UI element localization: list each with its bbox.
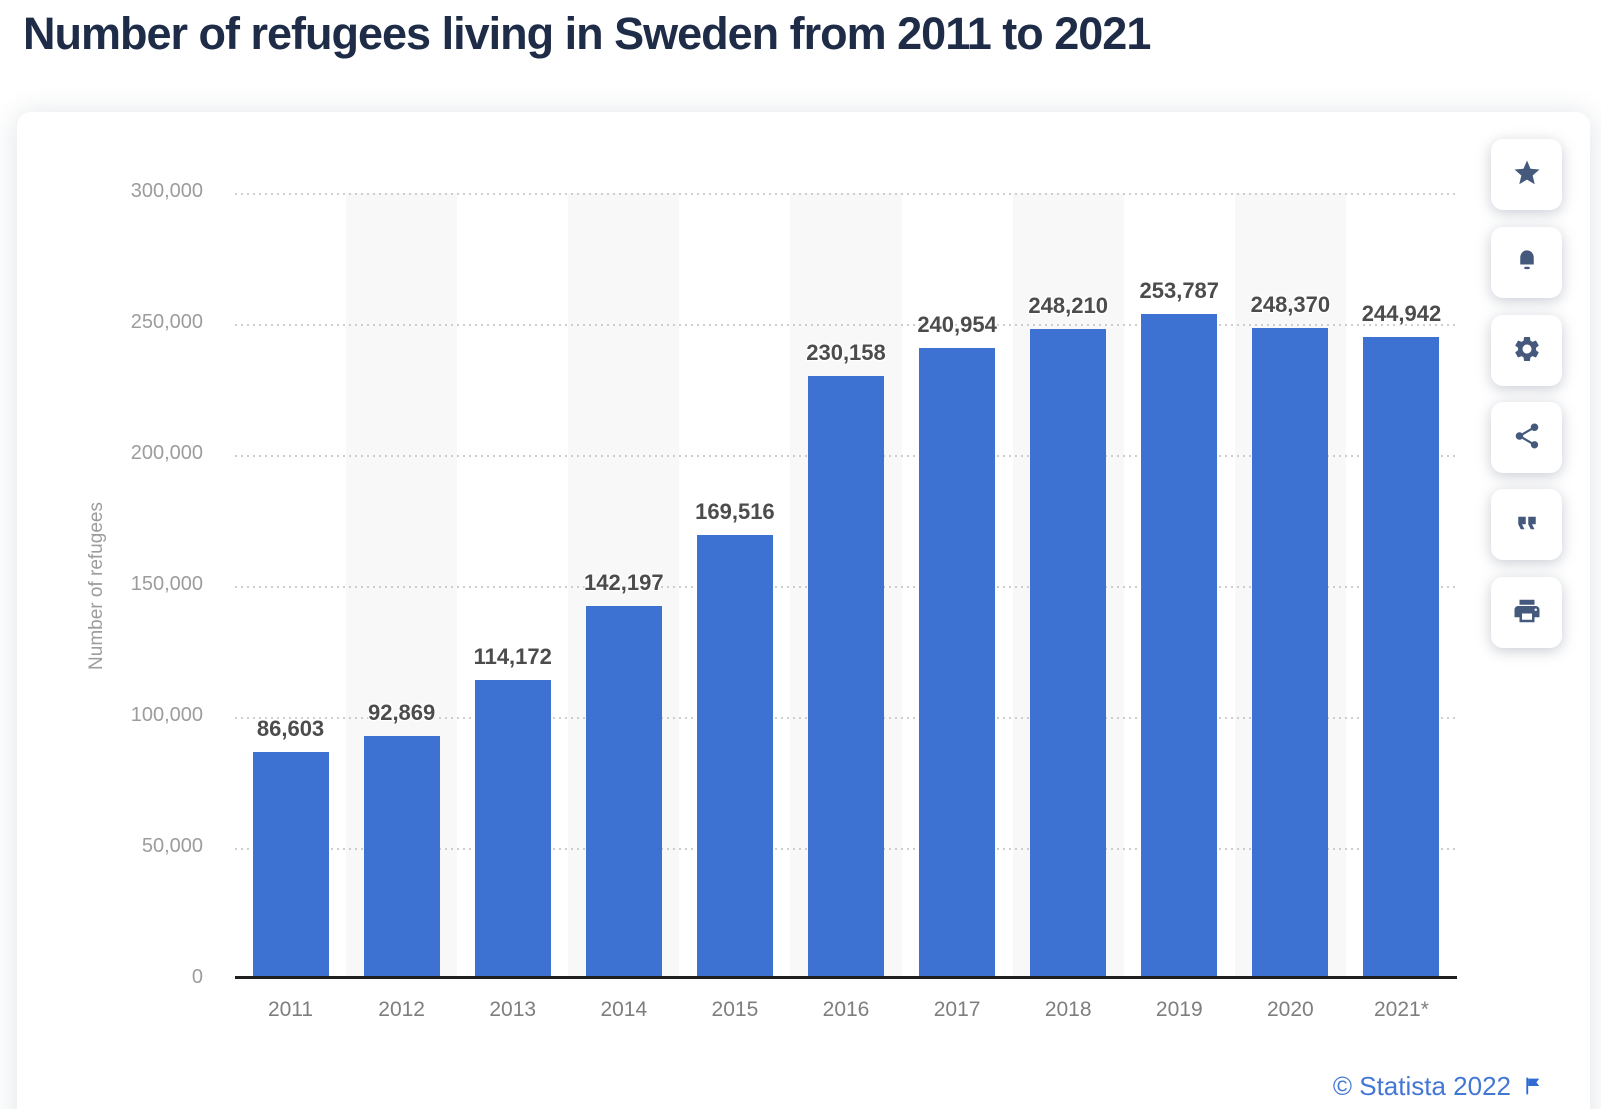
y-tick-label: 50,000 — [141, 835, 203, 857]
bar-2016[interactable] — [808, 376, 884, 979]
bar-2018[interactable] — [1030, 328, 1107, 979]
bar-value-label: 86,603 — [256, 716, 325, 742]
bar-value-label: 114,172 — [473, 643, 552, 669]
bar-2013[interactable] — [474, 679, 551, 979]
y-tick-label: 0 — [191, 966, 203, 988]
bar-2011[interactable] — [252, 752, 329, 979]
x-tick-label: 2014 — [600, 998, 648, 1021]
bar-2012[interactable] — [363, 735, 440, 979]
y-tick-label: 200,000 — [130, 442, 203, 464]
bar-value-label: 142,197 — [584, 570, 664, 596]
bar-value-label: 248,210 — [1028, 292, 1108, 318]
x-tick-label: 2021* — [1374, 998, 1429, 1021]
chart-card: Number of refugees 300,000 250,000 200,000… — [17, 112, 1590, 1109]
plot-area: 86,603 92,869 114,172 142,197 169,516 230,158… — [235, 193, 1457, 979]
y-tick-label: 250,000 — [130, 311, 203, 333]
bar-value-label: 248,370 — [1250, 292, 1331, 318]
y-tick-label: 150,000 — [130, 573, 203, 595]
x-tick-label: 2016 — [822, 998, 870, 1021]
bar-2014[interactable] — [585, 606, 662, 979]
attribution: © Statista 2022 — [1333, 1068, 1543, 1104]
y-tick-label: 300,000 — [130, 180, 203, 202]
bar-2021*[interactable] — [1363, 337, 1440, 979]
x-tick-label: 2015 — [711, 998, 759, 1021]
bar-value-label: 244,942 — [1361, 301, 1442, 327]
gear-icon — [1512, 334, 1542, 367]
bar-value-label: 240,954 — [917, 311, 997, 337]
bar-2017[interactable] — [919, 347, 996, 979]
x-tick-label: 2020 — [1267, 998, 1314, 1021]
y-tick-label: 100,000 — [130, 704, 203, 726]
quote-icon — [1512, 508, 1542, 541]
x-tick-label: 2013 — [489, 998, 537, 1021]
favorite-button[interactable] — [1491, 139, 1562, 210]
statista-credit-link[interactable]: © Statista 2022 — [1332, 1070, 1511, 1101]
alert-button[interactable] — [1491, 227, 1562, 298]
star-icon — [1512, 158, 1542, 191]
bar-2019[interactable] — [1141, 314, 1218, 979]
x-tick-label: 2012 — [378, 998, 425, 1021]
bar-2020[interactable] — [1252, 328, 1329, 979]
x-tick-label: 2019 — [1155, 998, 1203, 1021]
x-tick-label: 2017 — [933, 998, 981, 1021]
share-button[interactable] — [1491, 402, 1562, 473]
bar-value-label: 92,869 — [367, 699, 436, 725]
x-axis-line — [235, 976, 1457, 979]
bar-value-label: 253,787 — [1139, 278, 1220, 304]
bell-icon — [1512, 246, 1542, 279]
x-tick-label: 2011 — [267, 998, 314, 1021]
share-icon — [1512, 421, 1542, 454]
bar-2015[interactable] — [696, 534, 773, 979]
cite-button[interactable] — [1491, 489, 1562, 560]
gridline — [235, 193, 1457, 195]
bar-value-label: 169,516 — [695, 498, 775, 524]
bar-value-label: 230,158 — [806, 340, 886, 365]
settings-button[interactable] — [1491, 315, 1562, 386]
page-title: Number of refugees living in Sweden from… — [23, 8, 1151, 59]
print-button[interactable] — [1491, 577, 1562, 648]
x-tick-label: 2018 — [1044, 998, 1092, 1021]
print-icon — [1512, 596, 1542, 629]
flag-icon[interactable] — [1523, 1075, 1543, 1097]
gridline — [235, 324, 1457, 326]
